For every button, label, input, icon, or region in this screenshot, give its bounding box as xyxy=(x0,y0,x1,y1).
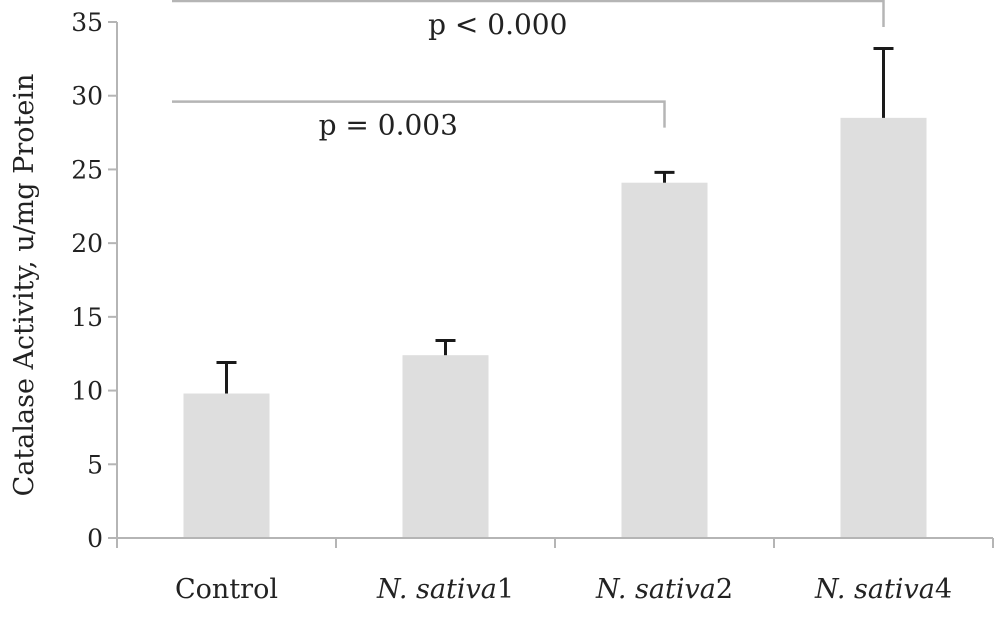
y-tick-label: 0 xyxy=(87,524,103,553)
p-value-label: p < 0.000 xyxy=(428,8,567,41)
p-value-label: p = 0.003 xyxy=(319,109,458,142)
axes xyxy=(108,21,994,548)
x-category-label: N. sativa2 xyxy=(595,574,733,605)
error-bar xyxy=(435,338,456,356)
y-tick-label: 20 xyxy=(71,229,103,258)
x-category-label: Control xyxy=(175,574,278,605)
significance-bracket: p = 0.003 xyxy=(172,100,666,142)
error-bar xyxy=(216,361,237,394)
y-tick-label: 30 xyxy=(71,82,103,111)
bar xyxy=(402,355,489,538)
y-tick-labels: 0 5 10 15 20 25 30 35 xyxy=(71,8,103,553)
y-tick-label: 15 xyxy=(71,303,103,332)
significance-brackets: p = 0.003 p < 0.000 xyxy=(172,0,885,142)
y-tick-label: 5 xyxy=(87,450,103,479)
bar xyxy=(840,117,927,538)
y-axis-label: Catalase Activity, u/mg Protein xyxy=(9,74,40,497)
x-category-label: N. sativa4 xyxy=(814,574,952,605)
error-bars xyxy=(216,47,894,394)
bar xyxy=(183,393,270,538)
significance-bracket: p < 0.000 xyxy=(172,0,885,41)
error-bar xyxy=(654,170,675,183)
x-category-labels: Control N. sativa1 N. sativa2 N. sativa4 xyxy=(175,574,952,605)
bar xyxy=(621,182,708,538)
error-bar xyxy=(873,47,894,118)
bars xyxy=(183,117,927,538)
y-tick-label: 25 xyxy=(71,155,103,184)
y-tick-label: 35 xyxy=(71,8,103,37)
y-tick-label: 10 xyxy=(71,377,103,406)
x-category-label: N. sativa1 xyxy=(376,574,514,605)
